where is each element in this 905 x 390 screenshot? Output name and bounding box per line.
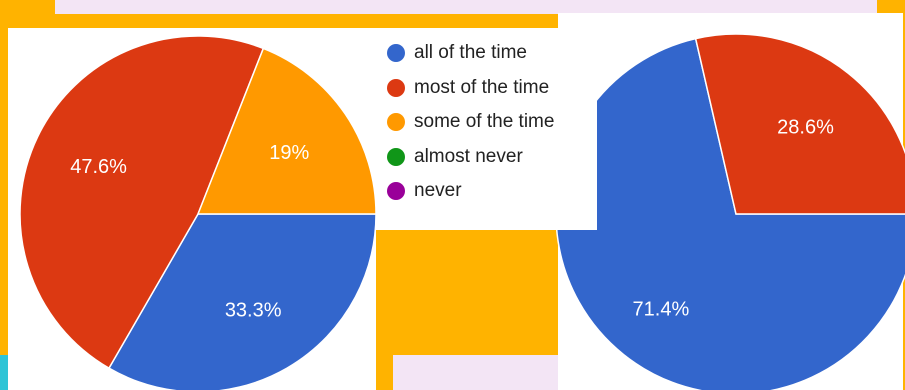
legend-item: most of the time: [387, 71, 554, 106]
pie-slice-some-of-the-time: [196, 47, 377, 215]
slice-data-label: 28.6%: [777, 117, 834, 139]
legend-label: all of the time: [414, 42, 527, 64]
chart-legend: all of the time most of the time some of…: [387, 36, 554, 209]
legend-swatch: [387, 182, 405, 201]
background-panel: [55, 0, 877, 14]
background-panel: [393, 355, 558, 390]
legend-panel: [372, 28, 597, 230]
legend-item: some of the time: [387, 105, 554, 140]
slice-data-label: 47.6%: [70, 156, 127, 178]
legend-item: almost never: [387, 140, 554, 175]
legend-swatch: [387, 113, 405, 132]
legend-item: never: [387, 174, 554, 209]
legend-swatch: [387, 147, 405, 166]
slice-data-label: 71.4%: [633, 298, 690, 320]
background-panel: [0, 0, 8, 355]
legend-item: all of the time: [387, 36, 554, 71]
legend-label: some of the time: [414, 111, 555, 133]
pie-slice-all-of-the-time: [107, 213, 377, 390]
legend-label: most of the time: [414, 76, 550, 98]
slice-data-label: 19%: [269, 142, 309, 164]
pie-slice-most-of-the-time: [694, 33, 905, 215]
legend-swatch: [387, 44, 405, 63]
background-panel: [0, 355, 8, 390]
slice-data-label: 33.3%: [225, 300, 282, 322]
legend-swatch: [387, 78, 405, 97]
pie-slice-most-of-the-time: [19, 35, 265, 370]
legend-label: almost never: [414, 145, 523, 167]
legend-label: never: [414, 180, 462, 202]
